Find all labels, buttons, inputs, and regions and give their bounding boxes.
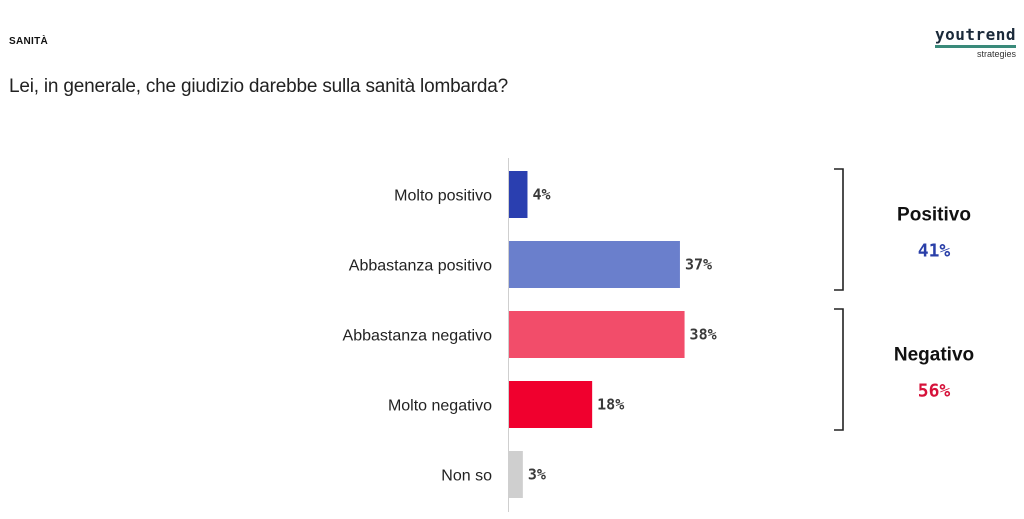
value-label: 38% bbox=[690, 326, 717, 344]
question-title: Lei, in generale, che giudizio darebbe s… bbox=[9, 76, 509, 97]
value-label: 4% bbox=[532, 186, 550, 204]
value-label: 3% bbox=[528, 466, 546, 484]
bar-5 bbox=[509, 451, 523, 498]
group-value: 41% bbox=[918, 241, 951, 262]
category-label: Abbastanza negativo bbox=[343, 328, 493, 345]
category-label: Molto negativo bbox=[388, 398, 492, 415]
bar-2 bbox=[509, 241, 680, 288]
section-label: SANITÀ bbox=[9, 36, 49, 47]
group-bracket-1 bbox=[834, 168, 844, 291]
logo-subtitle: strategies bbox=[976, 49, 1016, 59]
group-bracket-2 bbox=[834, 308, 844, 431]
category-label: Molto positivo bbox=[394, 188, 492, 205]
bar-1 bbox=[509, 171, 528, 218]
category-label: Abbastanza positivo bbox=[349, 258, 492, 275]
bar-3 bbox=[509, 311, 685, 358]
logo-underline bbox=[934, 45, 1016, 48]
category-label: Non so bbox=[441, 468, 492, 485]
youtrend-logo: youtrend strategies bbox=[934, 25, 1016, 59]
group-title: Negativo bbox=[894, 345, 974, 366]
value-label: 18% bbox=[597, 396, 624, 414]
bar-4 bbox=[509, 381, 593, 428]
value-label: 37% bbox=[685, 256, 712, 274]
group-title: Positivo bbox=[897, 205, 971, 226]
group-value: 56% bbox=[918, 381, 951, 402]
logo-name: youtrend bbox=[934, 25, 1016, 44]
